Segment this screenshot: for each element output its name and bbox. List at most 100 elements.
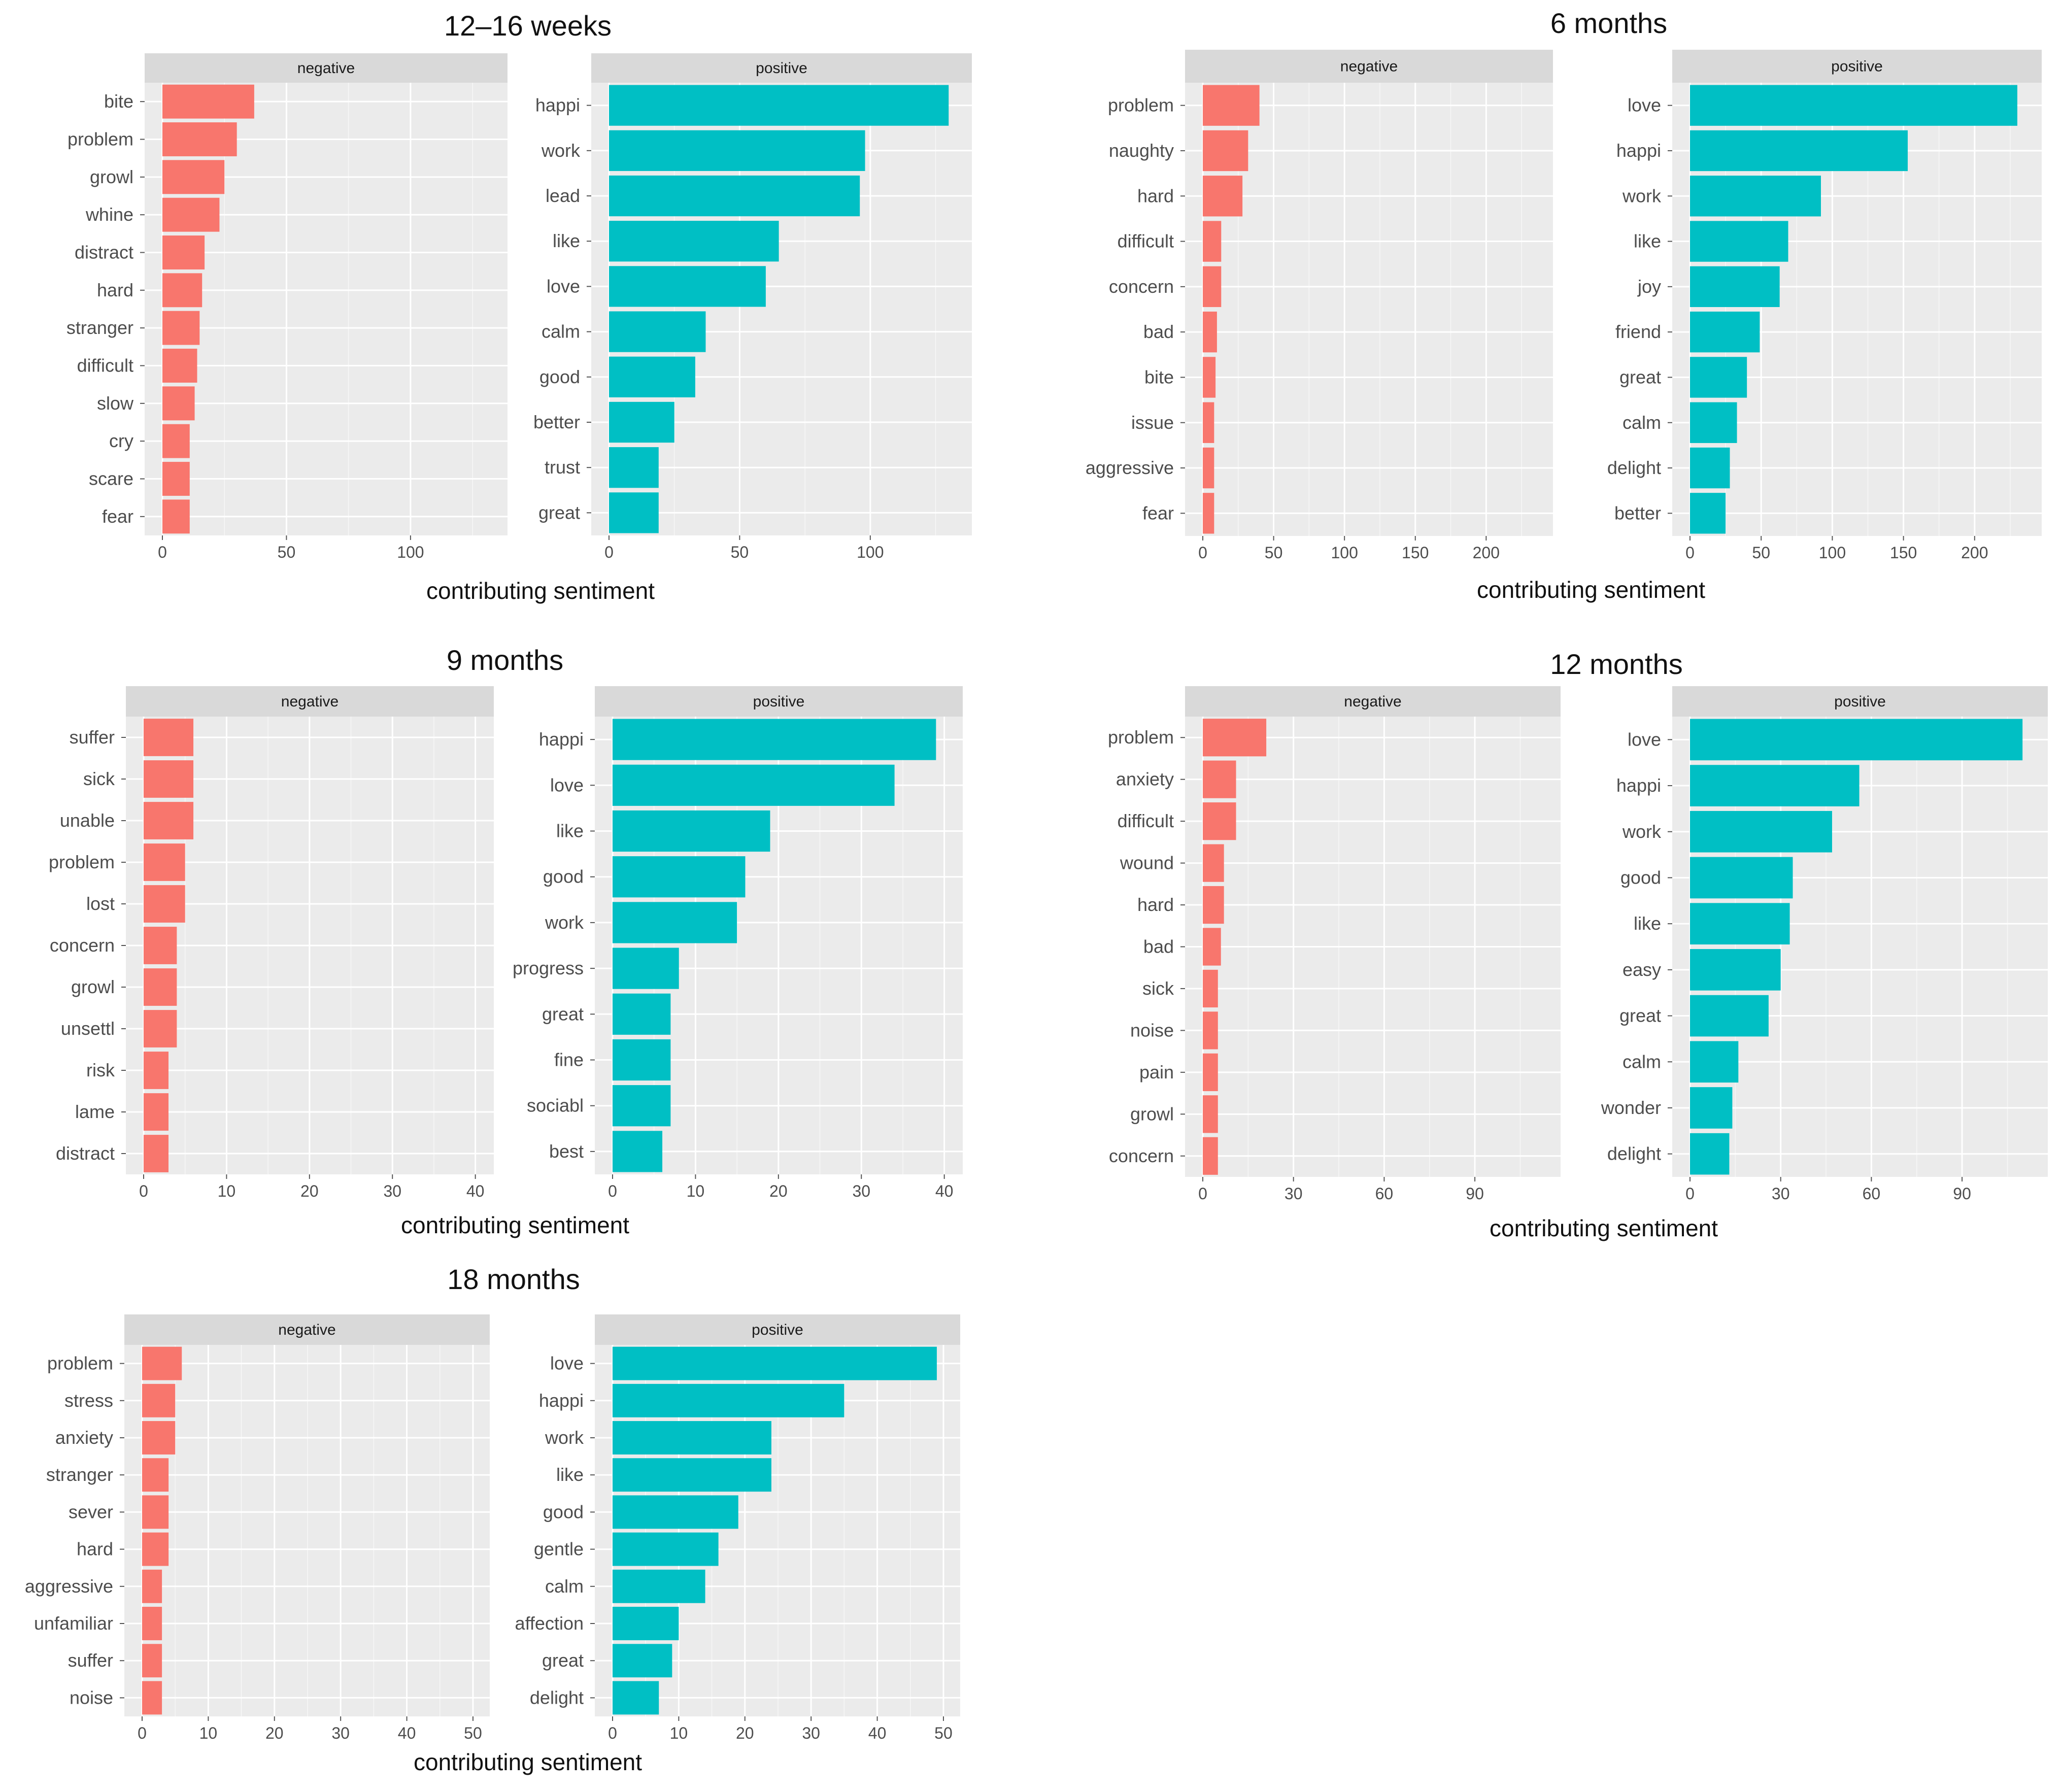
category-label: wonder xyxy=(1601,1097,1661,1118)
bar-good xyxy=(1690,857,1793,899)
bar-distract xyxy=(162,235,205,269)
category-label: growl xyxy=(90,166,133,187)
bar-naughty xyxy=(1203,130,1248,172)
x-tick-label: 90 xyxy=(1953,1185,1971,1203)
bar-risk xyxy=(144,1052,169,1089)
bar-problem xyxy=(1203,719,1267,757)
category-label: fear xyxy=(1142,502,1174,523)
facet-strip-label: negative xyxy=(1344,693,1401,710)
x-tick-label: 0 xyxy=(608,1182,617,1200)
panel-positive: positive 0 10 20 30 40 happi love like good work pr… xyxy=(513,686,963,1200)
category-label: distract xyxy=(56,1143,115,1164)
category-label: problem xyxy=(1108,95,1174,116)
x-tick-label: 30 xyxy=(331,1724,350,1742)
facet-strip-label: negative xyxy=(1340,58,1398,75)
x-tick-label: 30 xyxy=(802,1724,820,1742)
category-label: good xyxy=(543,1501,584,1522)
bar-like xyxy=(1690,221,1788,262)
x-tick-label: 0 xyxy=(139,1182,148,1200)
bar-aggressive xyxy=(142,1569,162,1603)
bar-delight xyxy=(613,1681,659,1715)
category-label: friend xyxy=(1615,321,1661,342)
bar-like xyxy=(613,810,770,852)
category-label: problem xyxy=(49,852,115,872)
category-label: great xyxy=(538,502,580,523)
x-tick-label: 30 xyxy=(383,1182,401,1200)
bar-delight xyxy=(1690,1133,1730,1175)
category-label: calm xyxy=(542,321,580,342)
category-label: calm xyxy=(545,1576,584,1597)
x-tick-label: 60 xyxy=(1375,1185,1394,1203)
x-tick-label: 100 xyxy=(857,543,884,561)
bar-fine xyxy=(613,1039,671,1081)
bar-concern xyxy=(1203,1137,1218,1175)
bar-unfamiliar xyxy=(142,1607,162,1640)
category-label: bite xyxy=(104,91,133,112)
bar-pain xyxy=(1203,1053,1218,1091)
bar-aggressive xyxy=(1203,447,1214,489)
category-label: love xyxy=(550,774,584,795)
category-label: hard xyxy=(1137,185,1174,206)
category-label: whine xyxy=(85,204,133,225)
bar-work xyxy=(1690,810,1832,853)
panel-positive: positive 0 50 100 happi work lead like love calm g… xyxy=(533,53,972,561)
bar-growl xyxy=(144,968,177,1006)
category-label: difficult xyxy=(1118,231,1174,252)
bar-happi xyxy=(1690,130,1908,172)
x-axis-caption: contributing sentiment xyxy=(1490,1215,1718,1241)
category-label: great xyxy=(542,1650,584,1671)
category-label: stress xyxy=(64,1390,113,1411)
facet-strip-label: positive xyxy=(753,693,805,710)
bar-love xyxy=(1690,719,2023,761)
x-tick-label: 0 xyxy=(138,1724,147,1742)
category-label: naughty xyxy=(1109,140,1174,161)
bar-whine xyxy=(162,197,220,232)
category-label: suffer xyxy=(68,1650,113,1671)
x-tick-label: 0 xyxy=(604,543,614,561)
x-tick-label: 50 xyxy=(934,1724,953,1742)
category-label: delight xyxy=(530,1687,584,1708)
category-label: like xyxy=(556,1464,584,1485)
category-label: hard xyxy=(77,1539,113,1560)
panel-positive: positive 0 10 20 30 40 50 love happi work like good… xyxy=(515,1314,960,1742)
bar-gentle xyxy=(613,1532,719,1566)
x-tick-label: 100 xyxy=(1331,544,1358,562)
bar-sociabl xyxy=(613,1085,671,1127)
bar-like xyxy=(1690,903,1790,944)
category-label: work xyxy=(541,140,581,161)
x-tick-label: 10 xyxy=(218,1182,236,1200)
facet-strip-label: positive xyxy=(1834,693,1886,710)
category-label: suffer xyxy=(70,727,115,748)
category-label: distract xyxy=(75,242,133,263)
x-tick-label: 0 xyxy=(1198,544,1207,562)
category-label: progress xyxy=(513,958,584,978)
category-label: work xyxy=(1622,821,1662,842)
panel-negative: negative 0 50 100 150 200 problem naughty hard di… xyxy=(1086,50,1553,562)
bar-cry xyxy=(162,424,190,458)
x-tick-label: 200 xyxy=(1473,544,1500,562)
category-label: bad xyxy=(1143,936,1174,957)
facet-strip-label: positive xyxy=(1831,58,1883,75)
bar-work xyxy=(613,902,737,943)
category-label: scare xyxy=(89,468,133,489)
x-tick-label: 50 xyxy=(278,543,296,561)
category-label: lead xyxy=(546,185,580,206)
category-label: stranger xyxy=(66,317,133,338)
bar-trust xyxy=(609,447,659,488)
panel-negative: negative 0 10 20 30 40 suffer sick unable problem… xyxy=(49,686,494,1200)
x-tick-label: 40 xyxy=(398,1724,416,1742)
x-tick-label: 150 xyxy=(1890,544,1917,562)
bar-delight xyxy=(1690,447,1730,489)
bar-calm xyxy=(613,1569,705,1603)
bar-wound xyxy=(1203,844,1224,882)
category-label: like xyxy=(1634,913,1661,934)
bar-problem xyxy=(1203,85,1260,126)
category-label: love xyxy=(1628,729,1661,750)
category-label: hard xyxy=(97,280,133,300)
bar-lead xyxy=(609,175,860,217)
bar-fear xyxy=(1203,493,1214,534)
x-tick-label: 200 xyxy=(1961,544,1988,562)
bar-slow xyxy=(162,386,195,421)
category-label: better xyxy=(1614,502,1661,523)
category-label: hard xyxy=(1137,894,1174,915)
